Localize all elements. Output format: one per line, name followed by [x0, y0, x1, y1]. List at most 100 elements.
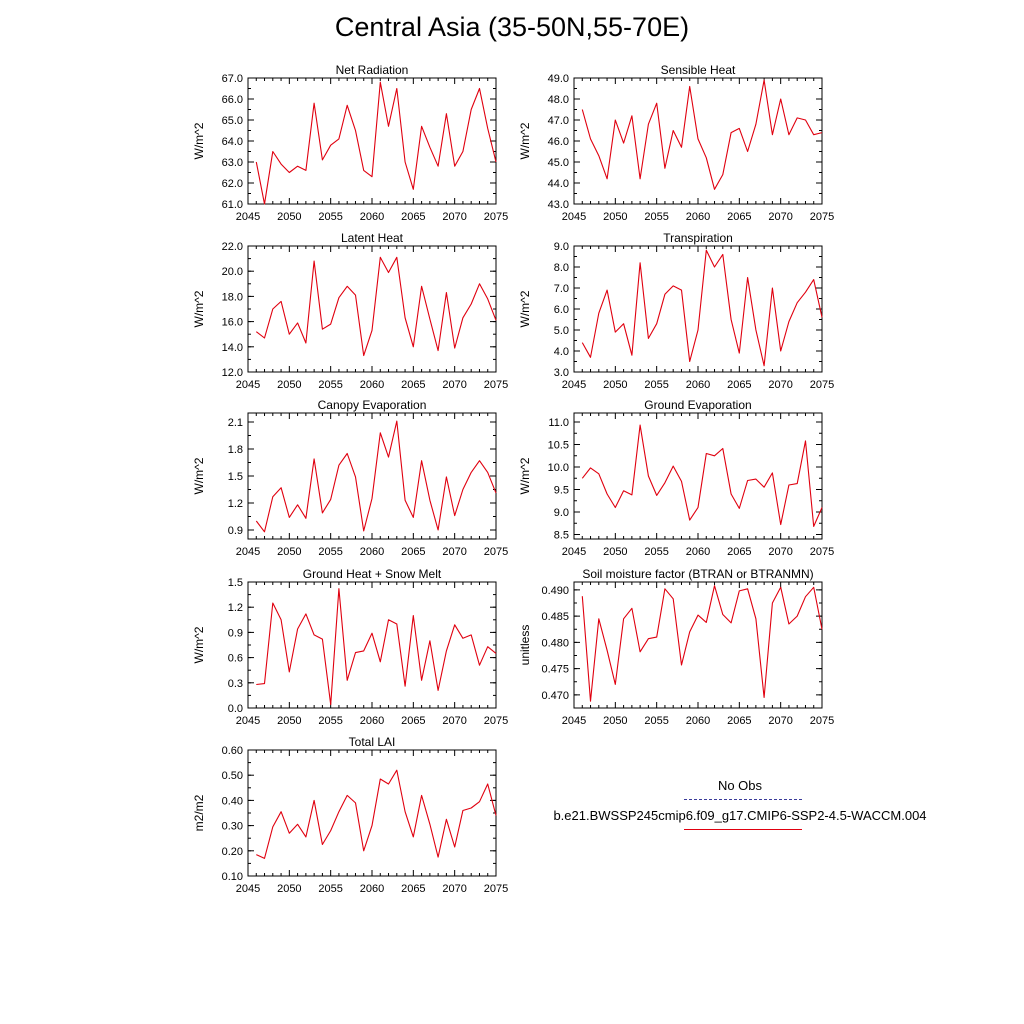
chart-panel-4: 2045 2050 2055 2060 2065 2070 2075 3.0 4.0 5.0 6.0… [518, 231, 834, 391]
x-tick-label: 2050 [603, 715, 627, 727]
panel-title: Total LAI [349, 735, 396, 749]
y-tick-label: 0.9 [228, 525, 243, 537]
x-tick-label: 2050 [277, 379, 301, 391]
y-axis-label: W/m^2 [192, 457, 206, 494]
y-tick-label: 16.0 [222, 317, 243, 329]
x-tick-label: 2070 [768, 715, 792, 727]
series-line [255, 256, 497, 357]
y-tick-label: 10.5 [548, 440, 569, 452]
x-tick-label: 2050 [603, 546, 627, 558]
x-tick-label: 2055 [318, 546, 342, 558]
x-tick-label: 2060 [360, 379, 384, 391]
x-tick-label: 2055 [318, 379, 342, 391]
y-tick-label: 1.5 [228, 577, 243, 589]
x-tick-label: 2060 [360, 546, 384, 558]
x-tick-label: 2065 [727, 379, 751, 391]
y-tick-label: 11.0 [548, 417, 569, 429]
x-tick-label: 2050 [603, 379, 627, 391]
panel-title: Latent Heat [341, 231, 404, 245]
y-tick-label: 7.0 [554, 283, 569, 295]
y-tick-label: 0.470 [541, 690, 569, 702]
y-tick-label: 0.40 [222, 795, 243, 807]
x-tick-label: 2045 [562, 546, 586, 558]
y-tick-label: 0.0 [228, 703, 243, 715]
x-tick-label: 2055 [644, 715, 668, 727]
x-tick-label: 2070 [442, 546, 466, 558]
series-line [581, 249, 823, 367]
y-tick-label: 67.0 [222, 73, 243, 85]
y-tick-label: 0.6 [228, 653, 243, 665]
y-tick-label: 1.2 [228, 498, 243, 510]
y-tick-label: 4.0 [554, 346, 569, 358]
x-tick-label: 2060 [686, 546, 710, 558]
y-tick-label: 6.0 [554, 304, 569, 316]
x-tick-label: 2065 [727, 715, 751, 727]
y-tick-label: 0.30 [222, 821, 243, 833]
plot-frame [247, 749, 497, 877]
series-line [255, 420, 497, 533]
legend-obs-label: No Obs [717, 778, 763, 793]
x-tick-label: 2075 [484, 546, 508, 558]
x-tick-label: 2065 [401, 883, 425, 895]
chart-panel-5: 2045 2050 2055 2060 2065 2070 2075 0.9 1.2 1.5 1.8… [192, 398, 508, 558]
y-axis-label: m2/m2 [192, 794, 206, 831]
y-tick-label: 64.0 [222, 136, 243, 148]
x-tick-label: 2070 [442, 211, 466, 223]
y-tick-label: 2.1 [228, 417, 243, 429]
y-tick-label: 0.10 [222, 871, 243, 883]
x-tick-label: 2070 [768, 546, 792, 558]
panel-title: Ground Evaporation [644, 398, 751, 412]
plot-frame [573, 412, 823, 540]
y-tick-label: 8.5 [554, 530, 569, 542]
y-tick-label: 61.0 [222, 199, 243, 211]
x-tick-label: 2065 [727, 211, 751, 223]
y-tick-label: 0.475 [541, 664, 569, 676]
y-tick-label: 45.0 [548, 157, 569, 169]
y-tick-label: 8.0 [554, 262, 569, 274]
x-tick-label: 2060 [686, 211, 710, 223]
x-tick-label: 2050 [277, 211, 301, 223]
y-tick-label: 1.8 [228, 444, 243, 456]
panel-title: Transpiration [663, 231, 733, 245]
x-tick-label: 2065 [401, 211, 425, 223]
y-tick-label: 0.50 [222, 770, 243, 782]
x-tick-label: 2075 [810, 546, 834, 558]
x-tick-label: 2075 [484, 379, 508, 391]
chart-panel-7: 2045 2050 2055 2060 2065 2070 2075 0.0 0.3 0.6 0.9… [192, 567, 508, 727]
legend-model-label: b.e21.BWSSP245cmip6.f09_g17.CMIP6-SSP2-4… [553, 808, 927, 823]
x-tick-label: 2050 [277, 883, 301, 895]
y-axis-label: W/m^2 [192, 626, 206, 663]
y-tick-label: 1.5 [228, 471, 243, 483]
x-tick-label: 2075 [810, 379, 834, 391]
x-tick-label: 2055 [644, 379, 668, 391]
y-axis-label: W/m^2 [192, 122, 206, 159]
y-tick-label: 49.0 [548, 73, 569, 85]
x-tick-label: 2070 [442, 883, 466, 895]
x-tick-label: 2060 [360, 715, 384, 727]
x-tick-label: 2050 [277, 546, 301, 558]
y-tick-label: 18.0 [222, 291, 243, 303]
y-tick-label: 20.0 [222, 266, 243, 278]
y-tick-label: 44.0 [548, 178, 569, 190]
x-tick-label: 2050 [277, 715, 301, 727]
x-tick-label: 2055 [644, 211, 668, 223]
y-tick-label: 62.0 [222, 178, 243, 190]
panel-title: Ground Heat + Snow Melt [303, 567, 442, 581]
y-axis-label: W/m^2 [518, 122, 532, 159]
y-tick-label: 5.0 [554, 325, 569, 337]
panel-title: Canopy Evaporation [318, 398, 427, 412]
y-tick-label: 0.3 [228, 678, 243, 690]
chart-panel-9: 2045 2050 2055 2060 2065 2070 2075 0.10 0.20 0.30… [192, 735, 508, 895]
x-tick-label: 2070 [442, 715, 466, 727]
chart-panel-1: 2045 2050 2055 2060 2065 2070 2075 61.0 62.0 63.0… [192, 63, 508, 223]
series-line [256, 769, 497, 859]
x-tick-label: 2075 [810, 715, 834, 727]
x-tick-label: 2075 [484, 883, 508, 895]
x-tick-label: 2045 [562, 715, 586, 727]
x-tick-label: 2045 [236, 379, 260, 391]
y-tick-label: 43.0 [548, 199, 569, 211]
y-tick-label: 66.0 [222, 94, 243, 106]
x-tick-label: 2055 [318, 883, 342, 895]
chart-panel-2: 2045 2050 2055 2060 2065 2070 2075 43.0 44.0 45.0… [518, 63, 834, 223]
